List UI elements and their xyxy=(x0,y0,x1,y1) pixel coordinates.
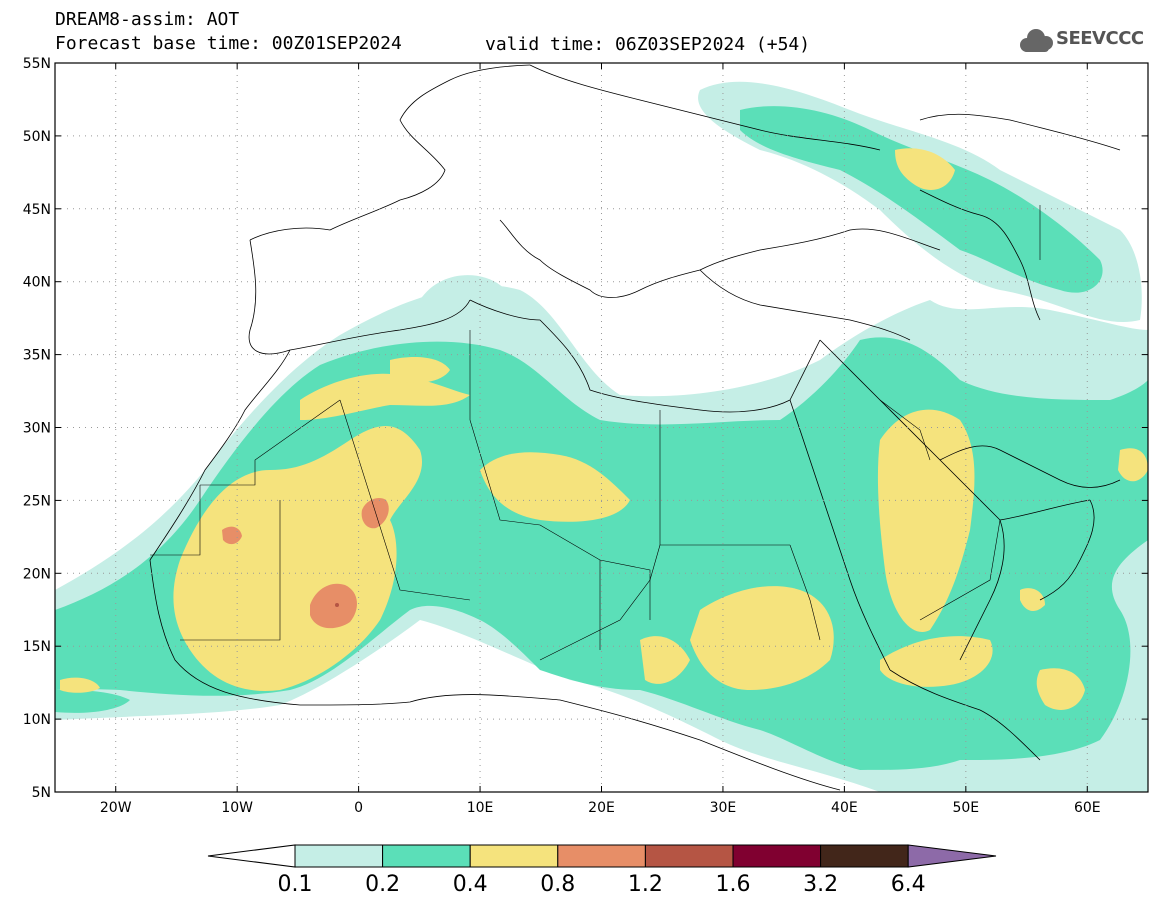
colorbar-box xyxy=(732,844,822,868)
lat-label: 5N xyxy=(32,785,51,801)
lon-label: 0 xyxy=(354,800,363,816)
colorbar-label: 0.8 xyxy=(540,872,575,897)
lon-label: 20W xyxy=(100,800,132,816)
valid-time: valid time: 06Z03SEP2024 (+54) xyxy=(485,34,811,55)
colorbar-min-arrow xyxy=(207,844,296,868)
lon-label: 10E xyxy=(467,800,494,816)
colorbar-label: 1.2 xyxy=(628,872,663,897)
lat-label: 45N xyxy=(23,202,51,218)
logo-text: SEEVCCC xyxy=(1056,28,1144,49)
lon-label: 40E xyxy=(831,800,858,816)
lon-label: 50E xyxy=(952,800,979,816)
lon-label: 30E xyxy=(710,800,737,816)
lat-label: 40N xyxy=(23,275,51,291)
lat-label: 50N xyxy=(23,129,51,145)
colorbar-box xyxy=(382,844,471,868)
colorbar-label: 1.6 xyxy=(716,872,751,897)
aot-band-1.2 xyxy=(335,603,339,607)
colorbar-label: 3.2 xyxy=(803,872,838,897)
lat-label: 20N xyxy=(23,566,51,582)
forecast-base-time: Forecast base time: 00Z01SEP2024 xyxy=(55,33,402,54)
colorbar-label: 0.4 xyxy=(453,872,488,897)
lon-label: 10W xyxy=(221,800,253,816)
lon-label: 60E xyxy=(1074,800,1101,816)
aot-fields xyxy=(55,81,1148,792)
axis-ticks xyxy=(55,62,1148,793)
cloud-icon xyxy=(1020,29,1053,52)
colorbar-label: 0.1 xyxy=(278,872,313,897)
seevccc-logo xyxy=(1020,29,1053,52)
lat-label: 25N xyxy=(23,493,51,509)
lat-label: 55N xyxy=(23,56,51,72)
colorbar-box xyxy=(469,844,559,868)
latitude-labels: 55N 50N 45N 40N 35N 30N 25N 20N 15N 10N 5N xyxy=(23,56,51,801)
longitude-labels: 20W 10W 0 10E 20E 30E 40E 50E 60E xyxy=(100,800,1101,816)
colorbar-max-arrow xyxy=(907,844,997,868)
gridlines xyxy=(55,63,1148,792)
borders xyxy=(150,205,1041,661)
colorbar-box xyxy=(294,844,384,868)
aot-band-0.8 xyxy=(222,498,389,629)
colorbar-box xyxy=(820,844,909,868)
map-title: DREAM8-assim: AOT xyxy=(55,9,240,30)
lon-label: 20E xyxy=(588,800,615,816)
aot-band-0.4 xyxy=(60,148,1148,710)
lat-label: 35N xyxy=(23,348,51,364)
colorbar-box xyxy=(644,844,734,868)
coastlines xyxy=(149,64,1121,791)
colorbar-label: 6.4 xyxy=(891,872,926,897)
lat-label: 30N xyxy=(23,421,51,437)
lat-label: 15N xyxy=(23,639,51,655)
colorbar-box xyxy=(557,844,646,868)
lat-label: 10N xyxy=(23,712,51,728)
colorbar-label: 0.2 xyxy=(365,872,400,897)
